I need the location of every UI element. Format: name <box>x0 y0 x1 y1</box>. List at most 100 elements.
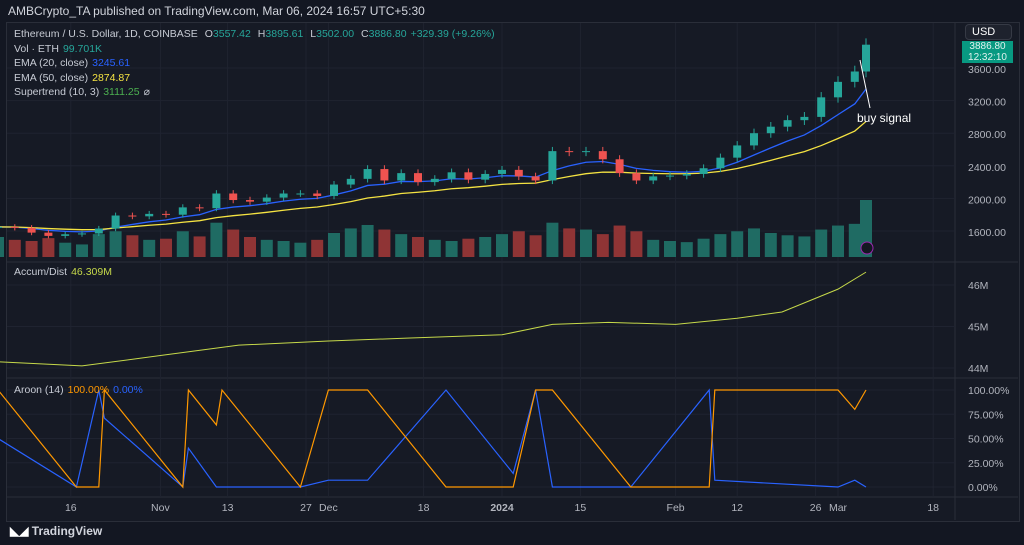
candle-body <box>61 234 70 236</box>
volume-bar <box>25 240 38 257</box>
volume-bar <box>260 239 273 257</box>
ad-legend[interactable]: Accum/Dist 46.309M <box>14 265 116 280</box>
candle-body <box>195 207 204 209</box>
candle-body <box>481 173 490 180</box>
time-tick-label: Mar <box>829 502 848 514</box>
volume-bar <box>311 239 324 257</box>
hidden-eye-icon[interactable]: ⌀ <box>143 86 150 98</box>
price-tick-label: 2400.00 <box>968 162 1006 174</box>
vol-value: 99.701K <box>62 42 103 55</box>
o-label: O <box>204 28 213 40</box>
legend-ema20[interactable]: EMA (20, close) 3245.61 <box>14 56 499 71</box>
candle-body <box>0 226 2 228</box>
volume-bar <box>193 236 206 257</box>
aroon-tick-label: 25.00% <box>968 458 1004 470</box>
last-price-text: 3886.80 <box>969 41 1006 52</box>
candle-body <box>229 193 238 201</box>
time-tick-label: Feb <box>667 502 685 514</box>
volume-bar <box>563 228 576 257</box>
aroon-down-line <box>0 388 867 489</box>
volume-bar <box>42 238 55 257</box>
open-value: 3557.42 <box>212 28 251 40</box>
ema50-line <box>0 120 867 231</box>
volume-bar <box>630 231 643 257</box>
high-value: 3895.61 <box>265 28 304 40</box>
candle-body <box>397 173 406 181</box>
symbol-name[interactable]: Ethereum / U.S. Dollar, 1D, COINBASE <box>14 28 198 40</box>
aroon-tick-label: 50.00% <box>968 434 1004 446</box>
h-label: H <box>257 28 266 40</box>
supertrend-label: Supertrend (10, 3) <box>14 86 100 98</box>
price-tick-label: 3200.00 <box>968 97 1006 109</box>
candle-body <box>128 215 137 217</box>
aroon-legend[interactable]: Aroon (14) 100.00% 0.00% <box>14 383 147 398</box>
candle-body <box>817 97 826 117</box>
volume-bar <box>0 236 4 257</box>
candle-body <box>834 81 842 98</box>
candle-body <box>666 175 674 177</box>
ad-label: Accum/Dist <box>14 266 68 278</box>
candle-body <box>850 71 859 82</box>
candle-body <box>514 169 523 177</box>
volume-bar <box>428 239 441 257</box>
ema50-value: 2874.87 <box>92 71 131 84</box>
candle-body <box>296 193 305 195</box>
candle-body <box>598 151 607 160</box>
footer-brand: TradingView <box>31 524 103 538</box>
volume-bar <box>176 231 189 257</box>
chart-legend: Ethereum / U.S. Dollar, 1D, COINBASE O35… <box>14 27 499 100</box>
volume-bar <box>647 239 660 257</box>
ad-tick-label: 46M <box>968 280 988 292</box>
price-tick-label: 1600.00 <box>968 227 1006 239</box>
aroon-up-value: 100.00% <box>67 384 110 396</box>
legend-supertrend[interactable]: Supertrend (10, 3) 3111.25 ⌀ <box>14 85 499 100</box>
currency-button[interactable]: USD <box>965 24 1012 40</box>
ad-value: 46.309M <box>71 266 112 278</box>
volume-bar <box>798 236 811 257</box>
candle-body <box>632 173 641 181</box>
volume-bar <box>748 228 760 257</box>
aroon-label: Aroon (14) <box>14 384 64 396</box>
time-tick-label: Dec <box>319 502 338 514</box>
candle-body <box>246 200 254 202</box>
time-tick-label: 13 <box>222 502 234 514</box>
legend-volume[interactable]: Vol · ETH 99.701K <box>14 42 499 57</box>
volume-bar <box>731 231 744 257</box>
time-tick-label: Nov <box>151 502 170 514</box>
price-tick-label: 2800.00 <box>968 129 1006 141</box>
ad-tick-label: 45M <box>968 322 988 334</box>
candle-body <box>363 169 372 179</box>
candle-body <box>464 172 473 180</box>
candle-body <box>447 172 456 179</box>
candle-body <box>313 193 322 196</box>
volume-bar <box>8 239 21 257</box>
candle-body <box>111 215 120 229</box>
volume-bar <box>277 240 290 257</box>
volume-bar <box>664 240 676 257</box>
volume-bar <box>529 235 542 257</box>
volume-bar <box>210 222 223 257</box>
time-tick-label: 16 <box>65 502 77 514</box>
volume-bar <box>848 223 861 257</box>
price-tick-label: 2000.00 <box>968 194 1006 206</box>
aroon-tick-label: 100.00% <box>968 385 1009 397</box>
candle-body <box>766 126 775 134</box>
volume-bar <box>378 229 391 257</box>
volume-bar <box>160 238 172 257</box>
candle-body <box>800 116 809 121</box>
volume-bar <box>580 229 592 257</box>
volume-bar <box>815 229 828 257</box>
legend-ema50[interactable]: EMA (50, close) 2874.87 <box>14 71 499 86</box>
accum-dist-line <box>0 271 867 367</box>
ema20-line <box>0 88 867 233</box>
candle-body <box>548 151 557 181</box>
candle-body <box>565 151 574 153</box>
volume-bar <box>512 231 525 257</box>
volume-bar <box>109 231 122 257</box>
ema20-label: EMA (20, close) <box>14 57 89 69</box>
candle-body <box>498 169 506 174</box>
volume-bar <box>227 229 240 257</box>
ad-tick-label: 44M <box>968 363 988 375</box>
volume-bar <box>781 235 794 257</box>
